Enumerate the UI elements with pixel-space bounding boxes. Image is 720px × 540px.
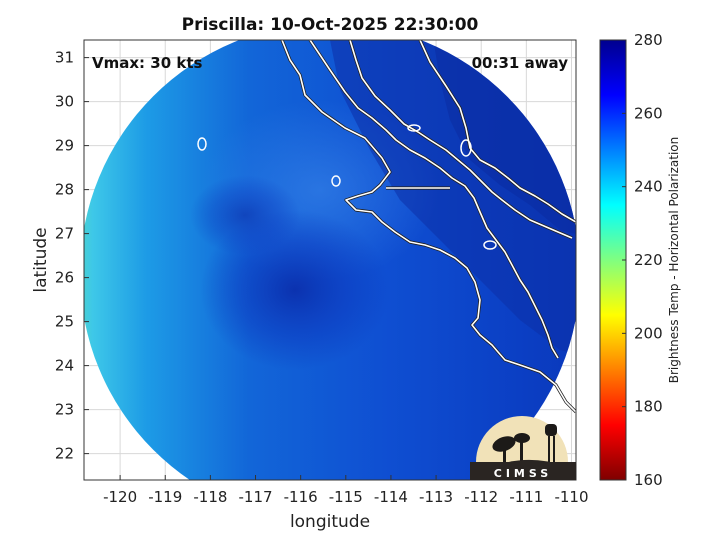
map-title: Priscilla: 10-Oct-2025 22:30:00: [182, 15, 479, 35]
y-axis-label: latitude: [31, 227, 51, 292]
colorbar-tick-label: 280: [634, 31, 663, 49]
lat-tick-label: 24: [55, 357, 74, 375]
lat-tick-label: 30: [55, 93, 74, 111]
colorbar: [599, 39, 627, 481]
x-axis-label: longitude: [290, 512, 370, 532]
lat-tick-label: 29: [55, 137, 74, 155]
colorbar-tick-label: 180: [634, 398, 663, 416]
lon-tick-label: -117: [238, 488, 272, 506]
cimss-logo: CIMSS: [470, 416, 576, 480]
lat-ticks: 22 23 24 25 26 27 28 29 30 31: [55, 49, 89, 463]
lat-tick-label: 28: [55, 181, 74, 199]
colorbar-ticks: 280 260 240 220 200 180 160: [622, 31, 663, 489]
lon-tick-label: -111: [509, 488, 543, 506]
time-away-label: 00:31 away: [472, 54, 569, 72]
vmax-label: Vmax: 30 kts: [92, 54, 202, 72]
lat-tick-label: 26: [55, 269, 74, 287]
colorbar-tick-label: 240: [634, 178, 663, 196]
lat-tick-label: 31: [55, 49, 74, 67]
colorbar-label: Brightness Temp - Horizontal Polarizatio…: [667, 137, 681, 384]
lon-tick-label: -120: [103, 488, 137, 506]
colorbar-tick-label: 220: [634, 251, 663, 269]
lon-tick-label: -115: [329, 488, 363, 506]
lon-tick-label: -113: [419, 488, 453, 506]
microwave-swath: [84, 40, 576, 480]
lon-tick-label: -112: [464, 488, 498, 506]
lat-tick-label: 27: [55, 225, 74, 243]
coastlines: [197, 40, 576, 414]
lat-tick-label: 25: [55, 313, 74, 331]
lon-tick-label: -116: [284, 488, 318, 506]
lon-ticks: -120 -119 -118 -117 -116 -115 -114 -113 -112 -111…: [103, 475, 589, 506]
lat-tick-label: 22: [55, 445, 74, 463]
lon-tick-label: -118: [193, 488, 227, 506]
lon-tick-label: -114: [374, 488, 408, 506]
lon-tick-label: -110: [554, 488, 588, 506]
colorbar-tick-label: 160: [634, 471, 663, 489]
logo-text: CIMSS: [494, 467, 552, 480]
colorbar-tick-label: 200: [634, 324, 663, 342]
axes-frame: [83, 39, 577, 481]
colorbar-tick-label: 260: [634, 104, 663, 122]
lat-tick-label: 23: [55, 401, 74, 419]
lon-tick-label: -119: [148, 488, 182, 506]
